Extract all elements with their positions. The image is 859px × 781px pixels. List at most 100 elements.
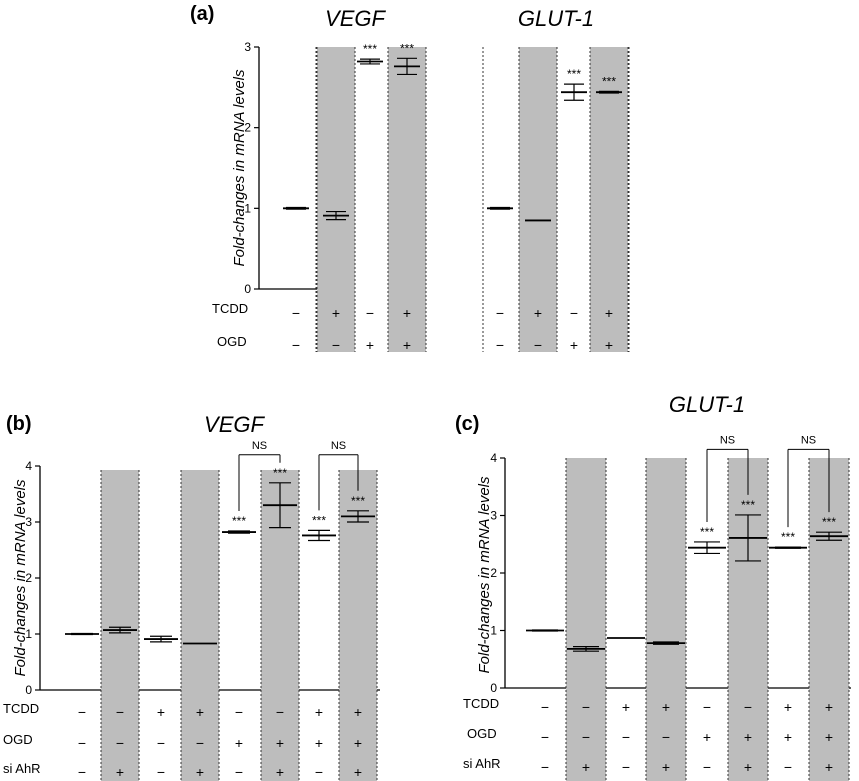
condition-sign: − [157,764,165,780]
significance-stars: *** [232,514,246,528]
condition-sign: − [703,699,711,715]
shaded-band [388,47,426,352]
shaded-band [728,458,768,781]
significance-stars: *** [567,67,581,81]
panel-label-a: (a) [190,3,214,25]
panel-b-title: VEGF [204,412,265,437]
panel-a-ylabel: Fold-changes in mRNA levels [231,69,248,267]
condition-sign: + [403,337,411,353]
panel-b-row-label-tcdd: TCDD [3,701,39,716]
significance-stars: *** [312,513,326,527]
condition-sign: − [703,759,711,775]
panel-b-row-label-ogd: OGD [3,732,33,747]
condition-sign: + [366,337,374,353]
panel-c-row-label-siahr: si AhR [463,756,501,771]
condition-sign: − [116,735,124,751]
y-tick-label: 1 [244,201,251,215]
condition-sign: − [784,759,792,775]
shaded-band [101,470,139,781]
significance-stars: *** [363,42,377,56]
y-tick-label: 4 [490,451,497,465]
condition-sign: + [157,704,165,720]
y-tick-label: 1 [25,627,32,641]
condition-sign: + [605,337,613,353]
condition-sign: + [744,759,752,775]
condition-sign: + [196,764,204,780]
condition-sign: + [332,305,340,321]
condition-sign: − [235,704,243,720]
panel-a-title-vegf: VEGF [325,6,386,31]
condition-sign: + [744,729,752,745]
significance-stars: *** [351,494,365,508]
panel-a-title-glut1: GLUT-1 [518,6,594,31]
y-tick-label: 0 [244,282,251,296]
y-tick-label: 1 [490,624,497,638]
shaded-band [590,47,628,352]
condition-sign: + [784,729,792,745]
condition-sign: − [292,305,300,321]
y-tick-label: 3 [244,40,251,54]
condition-sign: − [78,764,86,780]
condition-sign: + [315,704,323,720]
panel-a-row-label-ogd: OGD [217,334,247,349]
significance-stars: *** [822,515,836,529]
condition-sign: − [541,699,549,715]
condition-sign: + [276,735,284,751]
panel-c-row-label-tcdd: TCDD [463,696,499,711]
condition-sign: − [332,337,340,353]
condition-sign: + [403,305,411,321]
condition-sign: + [825,699,833,715]
y-tick-label: 2 [490,566,497,580]
condition-sign: − [582,729,590,745]
condition-sign: − [157,735,165,751]
condition-sign: + [784,699,792,715]
shaded-band [317,47,355,352]
condition-sign: + [354,704,362,720]
condition-sign: + [235,735,243,751]
condition-sign: + [196,704,204,720]
condition-sign: + [276,764,284,780]
comparison-label: NS [252,440,267,452]
condition-sign: − [662,729,670,745]
shaded-band [566,458,606,781]
panel-c-title: GLUT-1 [669,392,745,417]
shaded-band [519,47,557,352]
panel-c-row-label-ogd: OGD [467,726,497,741]
condition-sign: + [622,699,630,715]
condition-sign: − [496,305,504,321]
significance-stars: *** [781,530,795,544]
shaded-band [646,458,686,781]
significance-stars: *** [400,41,414,55]
y-tick-label: 0 [25,683,32,697]
panel-b-row-label-siahr: si AhR [3,761,41,776]
y-tick-label: 2 [244,121,251,135]
condition-sign: − [366,305,374,321]
significance-stars: *** [741,498,755,512]
condition-sign: − [622,729,630,745]
panel-a-row-label-tcdd: TCDD [212,301,248,316]
condition-sign: + [662,699,670,715]
significance-stars: *** [602,74,616,88]
condition-sign: − [534,337,542,353]
panel-b-ylabel: Fold-changes in mRNA levels [12,479,29,677]
condition-sign: − [116,704,124,720]
comparison-label: NS [801,434,816,446]
condition-sign: − [570,305,578,321]
y-tick-label: 0 [490,681,497,695]
condition-sign: + [582,759,590,775]
condition-sign: + [662,759,670,775]
significance-stars: *** [273,466,287,480]
condition-sign: − [78,735,86,751]
condition-sign: + [354,764,362,780]
condition-sign: − [235,764,243,780]
condition-sign: − [315,764,323,780]
y-tick-label: 3 [25,515,32,529]
y-tick-label: 2 [25,571,32,585]
significance-stars: *** [700,525,714,539]
panel-label-b: (b) [6,413,32,435]
comparison-label: NS [720,434,735,446]
condition-sign: − [541,759,549,775]
condition-sign: + [703,729,711,745]
condition-sign: − [622,759,630,775]
